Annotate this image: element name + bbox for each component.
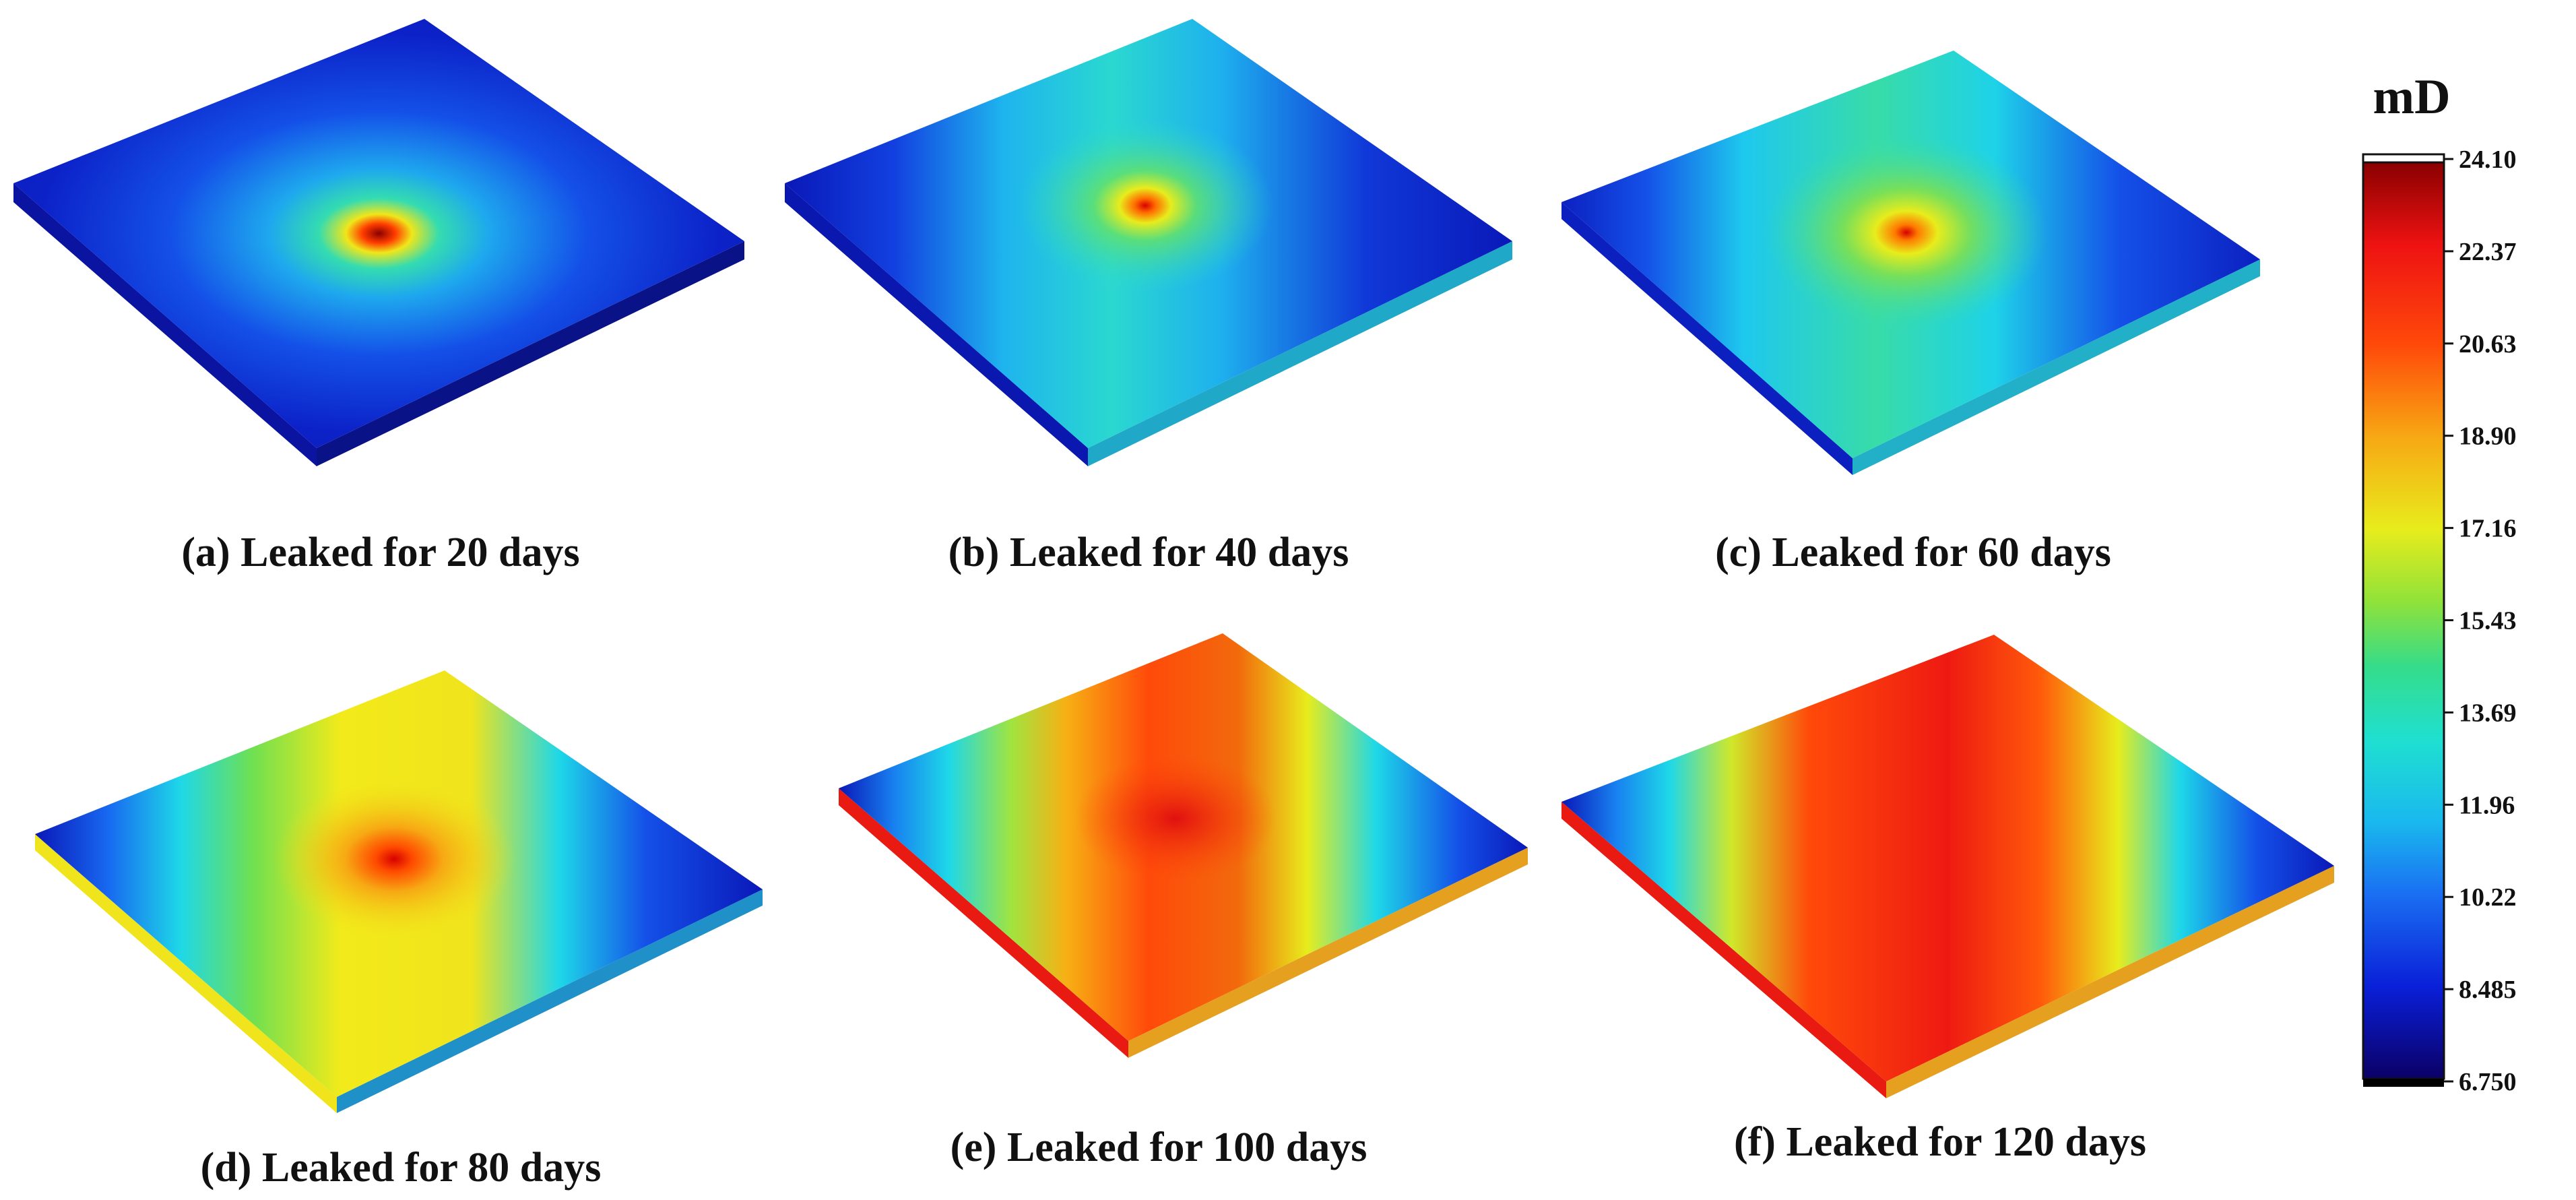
colorbar-tick-label: 24.10	[2459, 146, 2517, 174]
panel-b-caption: (b) Leaked for 40 days	[948, 530, 1349, 575]
panel-e-edge-side	[1128, 848, 1528, 1058]
colorbar-unit: mD	[2373, 69, 2450, 125]
panel-c-edge-side	[1853, 259, 2260, 475]
panel-e: (e) Leaked for 100 days	[839, 633, 1528, 1170]
colorbar-top-cap	[2362, 153, 2445, 164]
panel-b-edge-front	[785, 183, 1088, 466]
panel-c-edge-front	[1561, 202, 1853, 475]
panel-d: (d) Leaked for 80 days	[35, 670, 763, 1191]
panel-e-hotspot	[1074, 755, 1277, 883]
panel-f: (f) Leaked for 120 days	[1561, 635, 2334, 1165]
panel-a: (a) Leaked for 20 days	[13, 19, 744, 575]
colorbar-tick-label: 13.69	[2459, 699, 2517, 727]
panel-b-hotspot	[1017, 118, 1273, 293]
colorbar-ticks: 24.10 22.37 20.63 18.90 17.16 15.43 13.69 11.96…	[2444, 146, 2517, 1096]
panel-f-edge-side	[1886, 866, 2334, 1098]
colorbar-tick-label: 15.43	[2459, 607, 2517, 635]
panel-a-edge-front	[13, 183, 317, 466]
colorbar-tick-label: 6.750	[2459, 1068, 2517, 1096]
panel-c: (c) Leaked for 60 days	[1561, 51, 2260, 575]
panel-a-edge-side	[317, 241, 744, 466]
colorbar: mD 24.10 22.37 20.63 18.90 17.16 15.43 13.69 11…	[2362, 69, 2517, 1096]
colorbar-tick-label: 20.63	[2459, 330, 2517, 358]
panel-d-hotspot	[273, 778, 515, 940]
colorbar-tick-label: 11.96	[2459, 791, 2515, 819]
panel-e-caption: (e) Leaked for 100 days	[951, 1125, 1367, 1170]
panel-c-hotspot	[1765, 135, 2048, 330]
panel-b: (b) Leaked for 40 days	[785, 19, 1512, 575]
colorbar-tick-label: 18.90	[2459, 422, 2517, 451]
colorbar-bottom-cap	[2363, 1079, 2444, 1087]
panel-e-edge-front	[839, 788, 1128, 1058]
panel-d-edge-side	[337, 889, 763, 1113]
colorbar-tick-label: 10.22	[2459, 883, 2517, 912]
panel-a-top	[13, 19, 744, 448]
panel-a-caption: (a) Leaked for 20 days	[181, 530, 579, 575]
panel-b-edge-side	[1088, 241, 1512, 466]
colorbar-tick-label: 8.485	[2459, 976, 2517, 1004]
colorbar-tick-label: 17.16	[2459, 515, 2517, 543]
panel-f-caption: (f) Leaked for 120 days	[1734, 1119, 2146, 1165]
panel-f-edge-front	[1561, 802, 1886, 1098]
panel-c-caption: (c) Leaked for 60 days	[1715, 530, 2111, 575]
panel-d-caption: (d) Leaked for 80 days	[201, 1145, 602, 1191]
colorbar-tick-label: 22.37	[2459, 238, 2517, 266]
panel-f-top	[1561, 635, 2334, 1081]
colorbar-gradient	[2362, 161, 2445, 1080]
panel-d-edge-front	[35, 834, 337, 1113]
